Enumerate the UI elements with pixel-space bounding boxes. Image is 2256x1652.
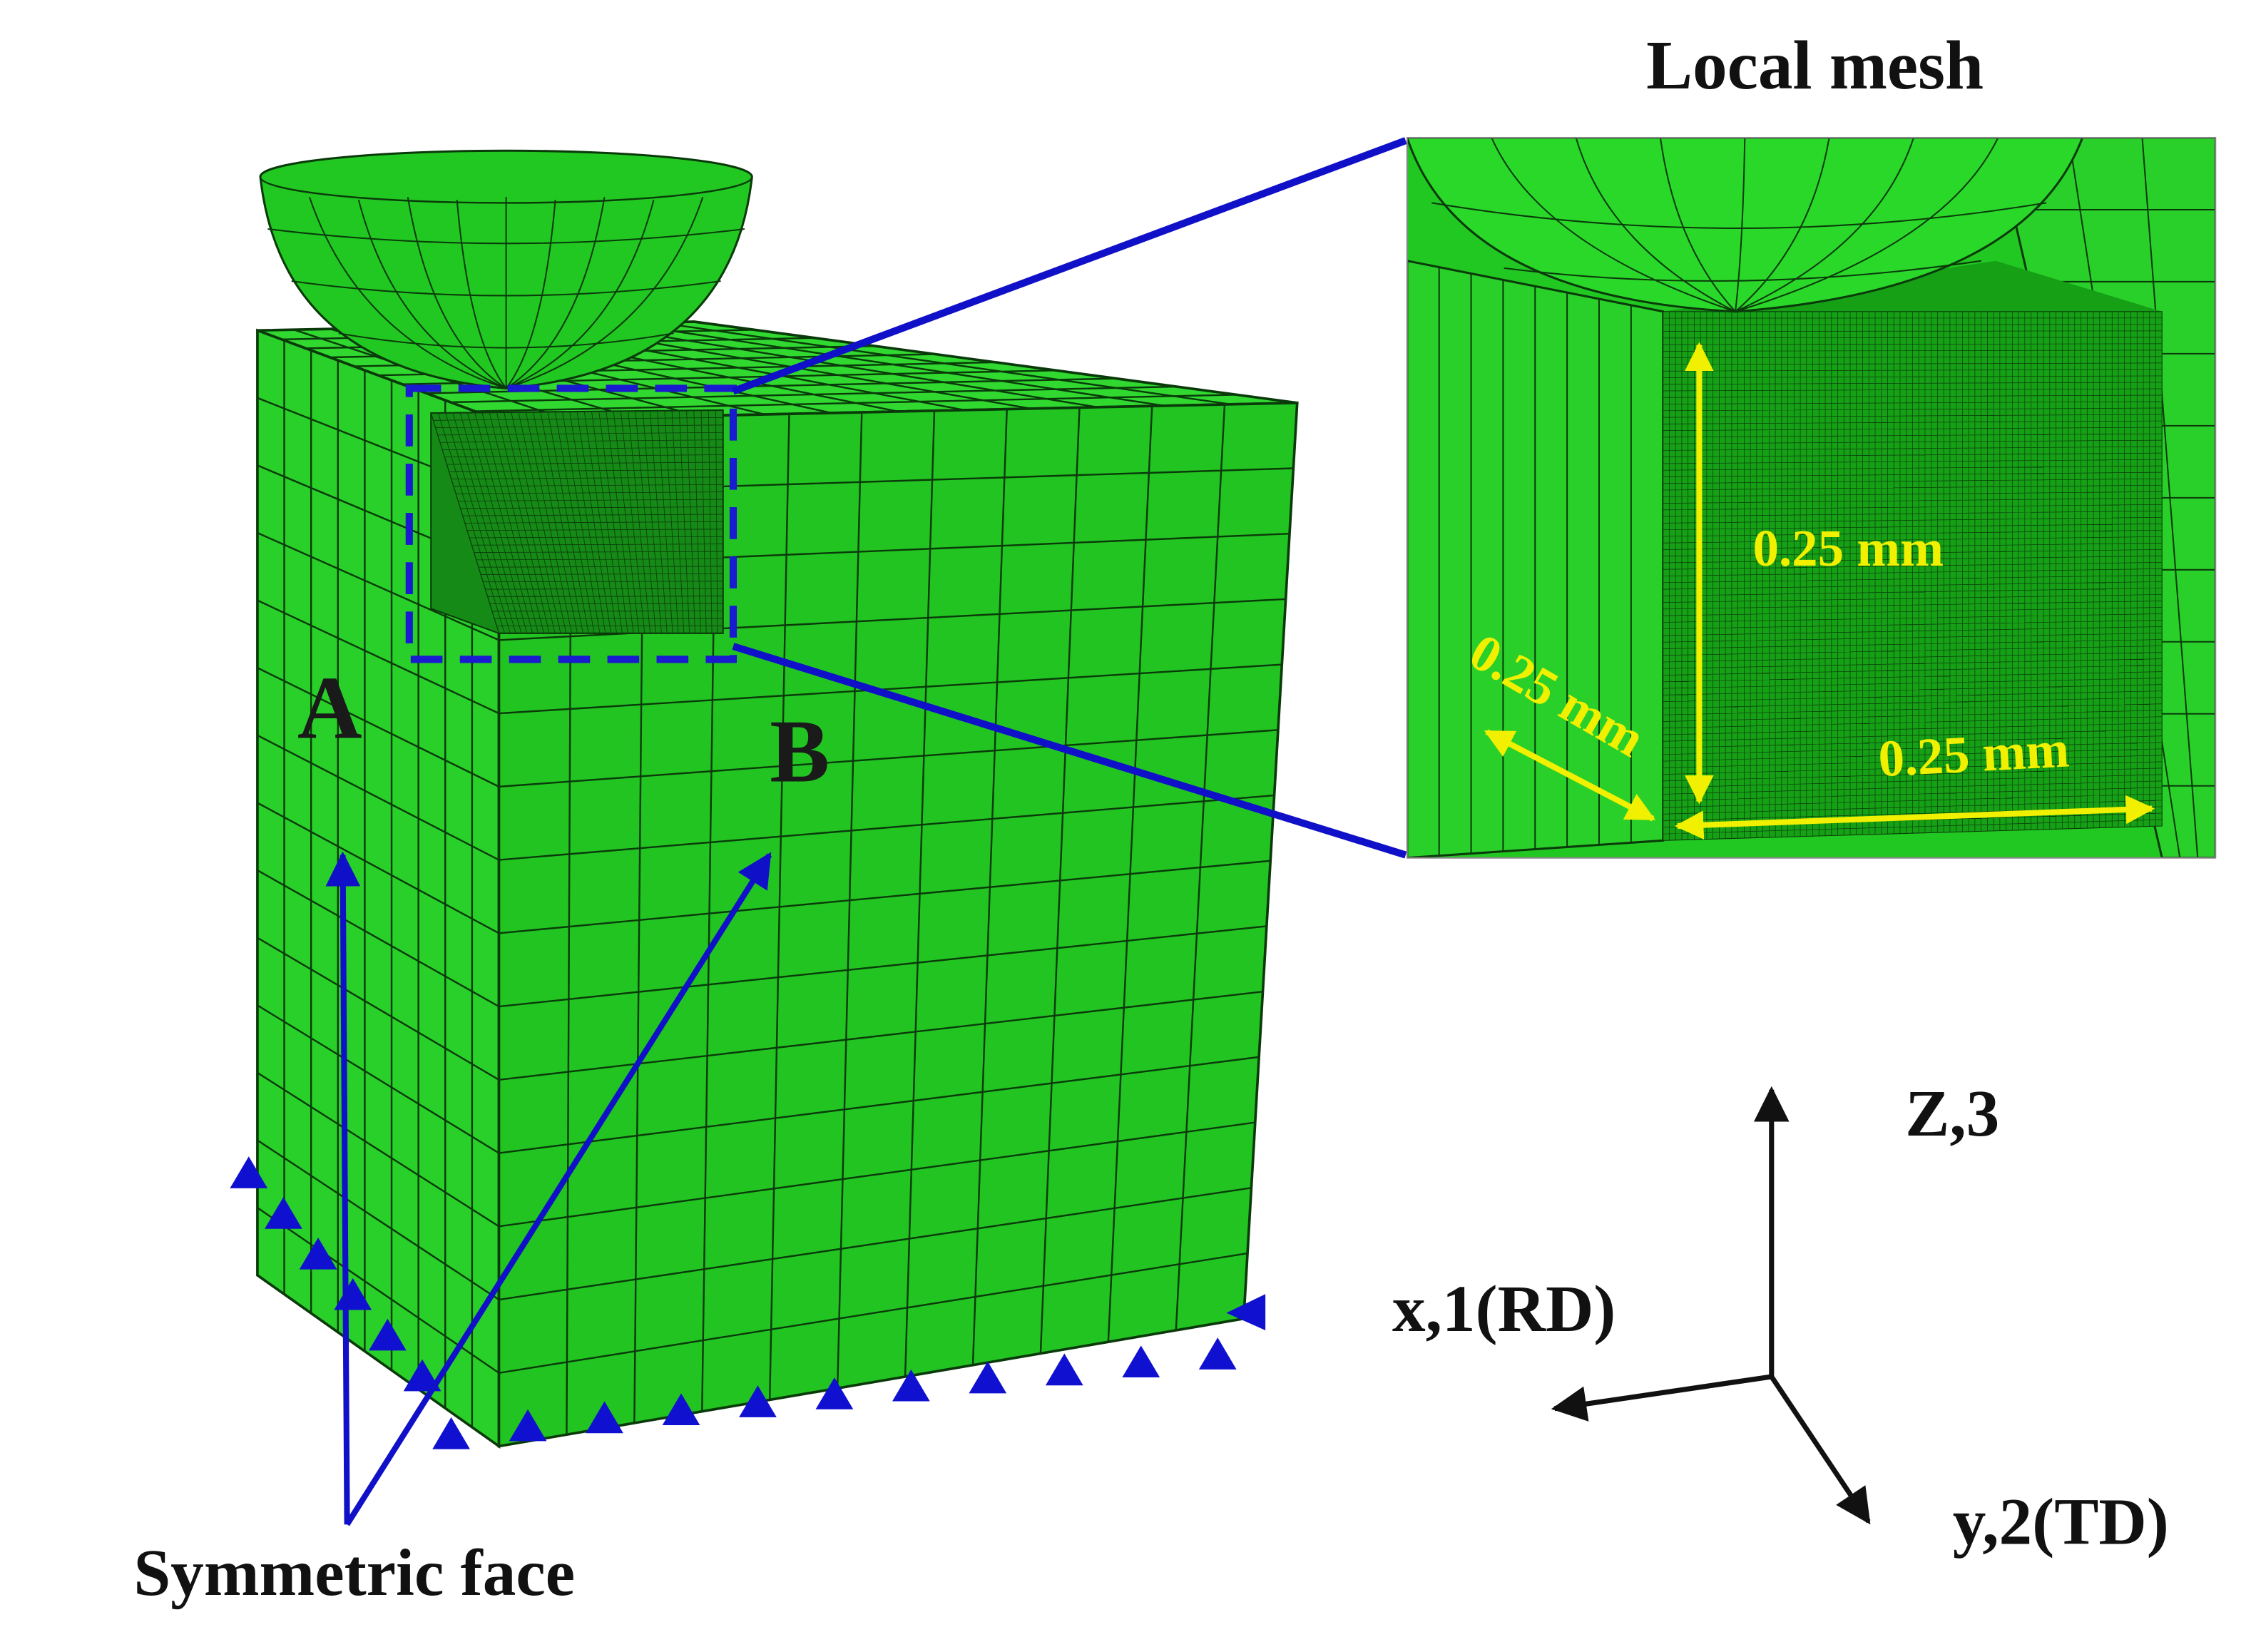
inset xyxy=(1407,138,2216,858)
bc-triangle xyxy=(1226,1294,1266,1330)
indenter-lines xyxy=(267,196,745,389)
bc-triangle xyxy=(369,1318,407,1351)
mesh-lines xyxy=(1663,311,2163,841)
mesh-lines xyxy=(257,340,500,1427)
bc-triangle xyxy=(432,1417,470,1449)
bc-triangle xyxy=(1122,1345,1160,1378)
mesh-model xyxy=(256,320,1299,1449)
zoom-line xyxy=(732,643,1407,859)
face-label: B xyxy=(770,702,830,801)
inset-title: Local mesh xyxy=(1646,27,1984,104)
bc-triangle xyxy=(299,1237,337,1270)
dimension-arrows xyxy=(1484,342,2155,840)
zoom-line xyxy=(732,137,1407,395)
bc-triangle xyxy=(739,1385,777,1417)
bc-triangle xyxy=(662,1393,700,1426)
bc-triangle xyxy=(265,1197,302,1229)
mesh-lines xyxy=(1438,267,1632,856)
dimension-label: 0.25 mm xyxy=(1752,519,1944,577)
bc-triangle xyxy=(230,1156,268,1188)
symmetry-arrows xyxy=(325,851,772,1526)
axis-label: Z,3 xyxy=(1905,1077,1999,1151)
axis-label: y,2(TD) xyxy=(1953,1486,2169,1559)
axis-label: x,1(RD) xyxy=(1392,1273,1616,1346)
caption: Symmetric face xyxy=(133,1536,575,1610)
bc-triangle xyxy=(969,1361,1007,1394)
mesh-face xyxy=(1663,311,2163,841)
indenter xyxy=(259,149,753,389)
face-label: A xyxy=(297,658,362,758)
zoom-box xyxy=(405,384,737,663)
bc-triangle xyxy=(1198,1337,1237,1370)
bc-triangle xyxy=(403,1359,441,1392)
mesh-lines xyxy=(499,404,1294,1435)
bc-triangle xyxy=(586,1401,623,1434)
inset-sphere-lines xyxy=(1431,138,2047,312)
dimension-label: 0.25 mm xyxy=(1877,720,2071,787)
axes-triad xyxy=(1551,1086,1871,1525)
inset-frame xyxy=(1406,136,2217,859)
bc-triangle xyxy=(1045,1353,1083,1386)
bc-triangle xyxy=(892,1369,930,1402)
bc-triangle xyxy=(815,1377,854,1409)
bc-triangle xyxy=(509,1409,547,1442)
mesh-lines xyxy=(433,410,723,633)
